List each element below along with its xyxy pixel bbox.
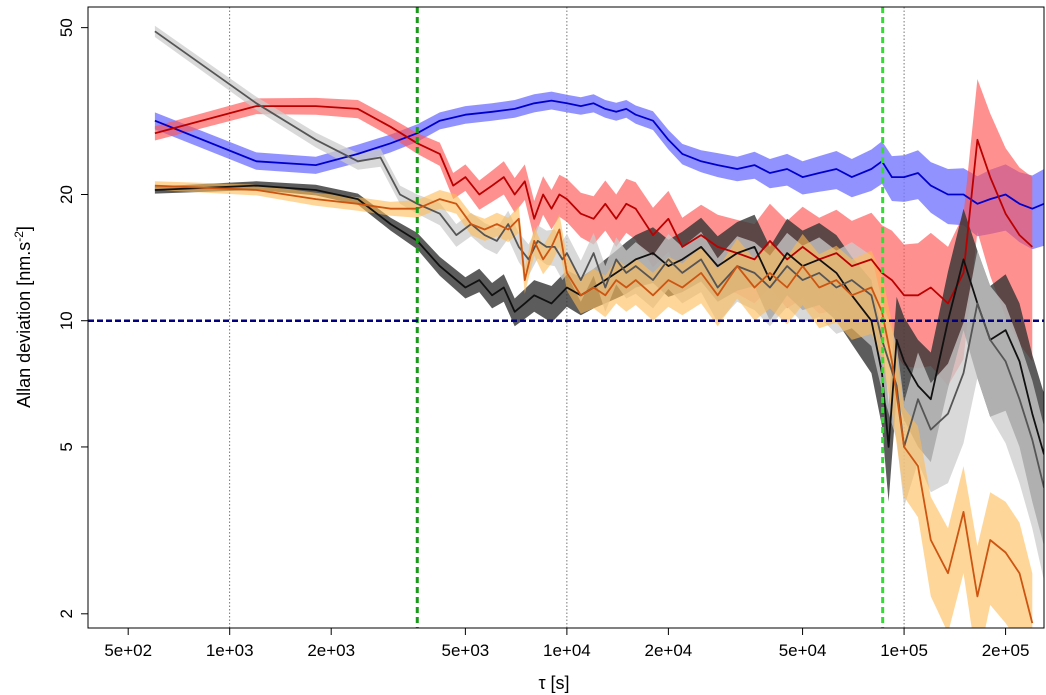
x-tick-label-2: 2e+03	[307, 641, 355, 660]
y-tick-label-1: 5	[57, 442, 76, 451]
confidence-bands	[154, 25, 1044, 628]
reference-lines	[88, 7, 1044, 628]
series-2-line	[154, 184, 1044, 455]
x-tick-label-7: 1e+05	[880, 641, 928, 660]
x-axis-title: τ [s]	[538, 673, 569, 693]
plot-frame	[87, 6, 1045, 629]
x-tick-label-1: 1e+03	[206, 641, 254, 660]
y-tick-label-4: 50	[57, 18, 76, 37]
y-axis-title-main: Allan deviation [nm.s	[14, 242, 34, 408]
series-1-band	[154, 79, 1033, 386]
x-tick-label-6: 5e+04	[779, 641, 827, 660]
series-3-band	[154, 25, 1044, 581]
x-tick-label-8: 2e+05	[982, 641, 1030, 660]
plot-area	[88, 7, 1044, 628]
series-lines	[154, 30, 1044, 624]
y-tick-label-2: 10	[57, 311, 76, 330]
x-axis: 5e+02 1e+03 2e+03 5e+03 1e+04 2e+04 5e+04 1e+05…	[104, 628, 1029, 660]
series-3-line	[154, 30, 1044, 488]
y-axis-title-superscript: -2	[12, 231, 26, 242]
y-axis-title: Allan deviation [nm.s-2]	[12, 226, 34, 408]
series-4-band	[154, 181, 1033, 628]
y-tick-label-3: 20	[57, 185, 76, 204]
series-4-line	[154, 184, 1034, 624]
x-tick-label-5: 2e+04	[645, 641, 693, 660]
x-tick-label-4: 1e+04	[543, 641, 591, 660]
y-tick-label-0: 2	[57, 609, 76, 618]
y-axis-title-close: ]	[14, 226, 34, 231]
series-1-line	[154, 105, 1033, 305]
series-0-line	[154, 99, 1044, 210]
x-tick-label-0: 5e+02	[104, 641, 152, 660]
y-axis: 2 5 10 20 50	[57, 18, 88, 619]
x-tick-label-3: 5e+03	[442, 641, 490, 660]
